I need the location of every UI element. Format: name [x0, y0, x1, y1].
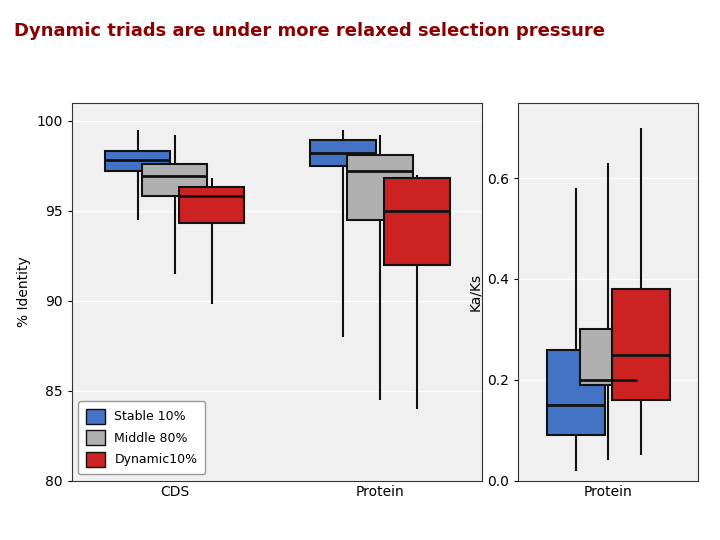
Y-axis label: % Identity: % Identity — [17, 256, 31, 327]
Bar — [179, 187, 244, 223]
Bar — [612, 289, 670, 400]
Legend: Stable 10%, Middle 80%, Dynamic10%: Stable 10%, Middle 80%, Dynamic10% — [78, 401, 205, 474]
Bar — [580, 329, 637, 385]
Bar — [347, 155, 413, 220]
Bar — [142, 164, 207, 196]
Bar — [547, 349, 605, 435]
Bar — [105, 151, 171, 171]
Y-axis label: Ka/Ks: Ka/Ks — [468, 273, 482, 310]
Bar — [384, 178, 449, 265]
Text: Dynamic triads are under more relaxed selection pressure: Dynamic triads are under more relaxed se… — [14, 22, 606, 39]
Bar — [310, 140, 376, 166]
